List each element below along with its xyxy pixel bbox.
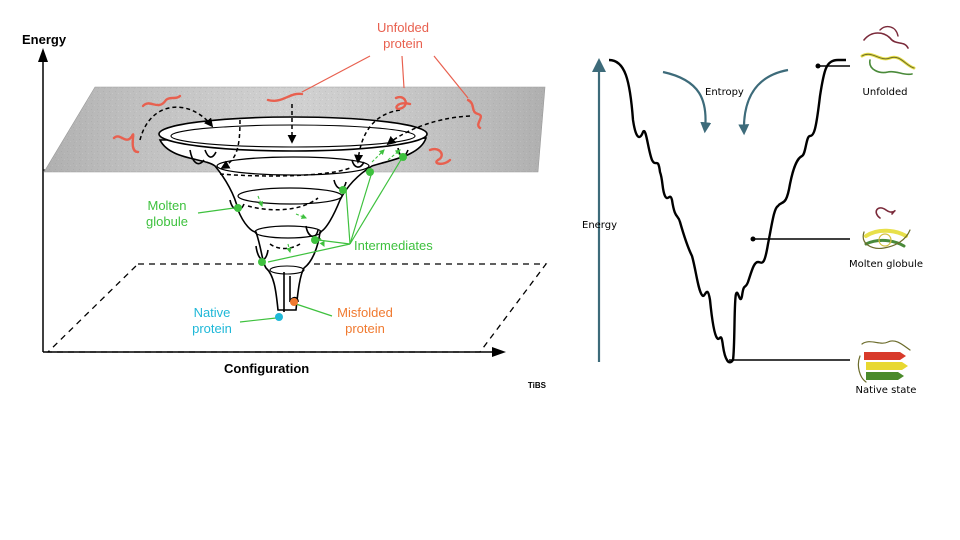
configuration-axis-label: Configuration <box>224 361 309 376</box>
intermediates-label: Intermediates <box>354 238 433 253</box>
intermediate-dot <box>339 186 347 194</box>
molten-globule-level-dot <box>750 236 756 242</box>
unfolded-label: Unfolded <box>863 87 908 98</box>
molten-globule-icon <box>862 207 911 249</box>
molten-globule-label: Molten globule <box>849 259 923 270</box>
intermediate-dot <box>366 168 374 176</box>
intermediate-dot <box>399 153 407 161</box>
entropy-arrow-right <box>738 68 789 136</box>
journal-credit: TiBS <box>528 381 547 390</box>
native-state-icon <box>857 340 911 383</box>
misfolded-protein-label-line1: Misfolded <box>337 305 393 320</box>
unfolded-protein-squiggles <box>112 92 483 165</box>
molten-globule-dot <box>234 204 242 212</box>
energy-label: Energy <box>582 220 617 231</box>
energy-landscape-curve <box>608 58 846 364</box>
misfolded-protein-dot <box>290 298 298 306</box>
folding-paths <box>139 104 471 250</box>
molten-globule-label-line1: Molten <box>147 198 186 213</box>
unfolded-protein-label-line1: Unfolded <box>377 20 429 35</box>
molten-globule-label-line2: globule <box>146 214 188 229</box>
misfolded-protein-label-line2: protein <box>345 321 385 336</box>
energy-funnel <box>158 116 428 312</box>
energy-axis-label: Energy <box>22 32 67 47</box>
native-protein-label-line2: protein <box>192 321 232 336</box>
left-funnel-diagram: Energy Configuration Unfolded protein Mo… <box>22 20 548 390</box>
entropy-arrow-left <box>662 70 712 134</box>
energy-arrow-head-icon <box>592 58 606 72</box>
unfolded-pointer-lines <box>301 55 469 99</box>
intermediate-pointer-lines <box>197 157 403 323</box>
bottom-plane <box>46 263 548 353</box>
native-protein-dot <box>275 313 283 321</box>
unfolded-level-dot <box>815 63 821 69</box>
energy-axis-arrow-icon <box>38 48 48 62</box>
state-dots <box>234 153 407 321</box>
unfolded-protein-label-line2: protein <box>383 36 423 51</box>
native-protein-label-line1: Native <box>194 305 231 320</box>
unfolded-protein-icon <box>860 25 916 76</box>
intermediate-dot <box>258 258 266 266</box>
native-state-label: Native state <box>856 385 917 396</box>
right-landscape-diagram: Energy Entropy Unfolded Molt <box>582 25 923 396</box>
intermediate-dot <box>311 236 319 244</box>
entropy-label: Entropy <box>705 87 744 98</box>
configuration-axis-arrow-icon <box>492 347 506 357</box>
intermediate-paths <box>257 149 401 254</box>
